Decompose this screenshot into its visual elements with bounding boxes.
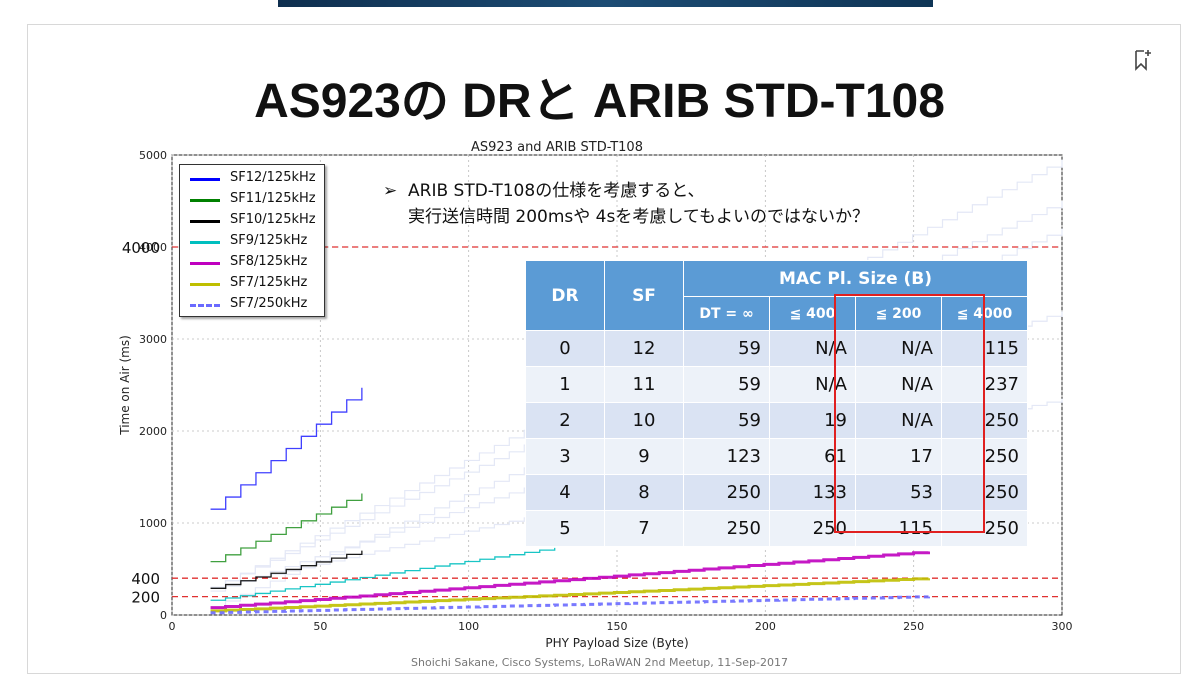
table-row: 2 10 59 19 N/A 250 xyxy=(525,402,1028,439)
arrow-bullet-icon: ➢ xyxy=(383,181,398,201)
table-cell: 4 xyxy=(525,474,605,511)
series-line-sf9-125khz xyxy=(210,547,556,601)
series-line-sf10-125khz xyxy=(210,550,363,589)
table-cell: 0 xyxy=(525,330,605,367)
legend-item: SF12/125kHz xyxy=(188,170,324,188)
table-cell: 11 xyxy=(604,366,684,403)
y-tick-label: 4000 xyxy=(139,241,167,254)
legend-label: SF7/125kHz xyxy=(230,275,308,290)
y-tick-label: 3000 xyxy=(139,333,167,346)
header-dr: DR xyxy=(525,260,605,331)
x-tick-label: 0 xyxy=(169,620,176,633)
x-tick-label: 200 xyxy=(755,620,776,633)
reference-line-label: 400 xyxy=(131,570,160,588)
series-line-sf7-125khz xyxy=(210,577,930,613)
legend-item: SF9/125kHz xyxy=(188,233,324,251)
table-cell: 9 xyxy=(604,438,684,475)
legend-item: SF11/125kHz xyxy=(188,191,324,209)
reference-line-label: 4000 xyxy=(122,239,160,257)
y-tick-label: 0 xyxy=(160,609,167,622)
table-cell: 59 xyxy=(683,330,770,367)
series-line-sf8-125khz xyxy=(210,551,930,610)
x-tick-label: 50 xyxy=(313,620,327,633)
table-cell: 59 xyxy=(683,402,770,439)
reference-line-label: 200 xyxy=(131,589,160,607)
x-axis-label: PHY Payload Size (Byte) xyxy=(545,636,688,650)
legend-label: SF9/125kHz xyxy=(230,233,308,248)
table-cell: 250 xyxy=(769,510,856,547)
slide-title: AS923の DRと ARIB STD-T108 xyxy=(254,75,945,128)
chart-title: AS923 and ARIB STD-T108 xyxy=(471,140,643,155)
table-cell: 250 xyxy=(683,510,770,547)
chart-legend: SF12/125kHz SF11/125kHz SF10/125kHz SF9/125… xyxy=(179,164,325,317)
highlight-box xyxy=(834,294,985,533)
table-cell: 115 xyxy=(855,510,942,547)
table-cell: 10 xyxy=(604,402,684,439)
header-le-400: ≦ 400 xyxy=(769,296,856,331)
x-tick-label: 150 xyxy=(607,620,628,633)
table-row: 1 11 59 N/A N/A 237 xyxy=(525,366,1028,403)
table-cell: 7 xyxy=(604,510,684,547)
legend-label: SF11/125kHz xyxy=(230,191,316,206)
y-tick-label: 5000 xyxy=(139,149,167,162)
y-tick-label: 2000 xyxy=(139,425,167,438)
header-mac-size: MAC Pl. Size (B) xyxy=(683,260,1028,297)
table-cell: 19 xyxy=(769,402,856,439)
table-cell: 123 xyxy=(683,438,770,475)
table-cell: 53 xyxy=(855,474,942,511)
legend-item: SF8/125kHz xyxy=(188,254,324,272)
table-row: 3 9 123 61 17 250 xyxy=(525,438,1028,475)
table-cell: 1 xyxy=(525,366,605,403)
y-tick-label: 1000 xyxy=(139,517,167,530)
legend-swatch xyxy=(190,241,220,244)
table-cell: 250 xyxy=(941,438,1028,475)
legend-label: SF12/125kHz xyxy=(230,170,316,185)
legend-item: SF10/125kHz xyxy=(188,212,324,230)
legend-swatch xyxy=(190,283,220,286)
header-sf: SF xyxy=(604,260,684,331)
header-le-200: ≦ 200 xyxy=(855,296,942,331)
series-line-sf11-125khz xyxy=(210,493,363,563)
table-cell: 59 xyxy=(683,366,770,403)
y-axis-label: Time on Air (ms) xyxy=(118,335,132,436)
x-tick-label: 100 xyxy=(458,620,479,633)
legend-item: SF7/125kHz xyxy=(188,275,324,293)
table-row: 0 12 59 N/A N/A 115 xyxy=(525,330,1028,367)
legend-label: SF7/250kHz xyxy=(230,296,308,311)
legend-swatch xyxy=(190,199,220,202)
table-cell: 61 xyxy=(769,438,856,475)
table-cell: 5 xyxy=(525,510,605,547)
table-cell: 8 xyxy=(604,474,684,511)
table-cell: 250 xyxy=(683,474,770,511)
table-cell: 133 xyxy=(769,474,856,511)
series-line-sf12-125khz xyxy=(210,387,363,510)
x-tick-label: 250 xyxy=(903,620,924,633)
table-cell: N/A xyxy=(769,330,856,367)
table-cell: N/A xyxy=(855,330,942,367)
top-banner xyxy=(278,0,933,7)
footer-credit: Shoichi Sakane, Cisco Systems, LoRaWAN 2… xyxy=(411,656,788,669)
legend-swatch xyxy=(190,262,220,265)
legend-swatch xyxy=(190,178,220,181)
table-cell: 3 xyxy=(525,438,605,475)
legend-item: SF7/250kHz xyxy=(188,296,324,314)
header-dt-infinite: DT = ∞ xyxy=(683,296,770,331)
table-cell: 12 xyxy=(604,330,684,367)
legend-swatch xyxy=(190,304,220,307)
legend-label: SF10/125kHz xyxy=(230,212,316,227)
legend-label: SF8/125kHz xyxy=(230,254,308,269)
table-cell: 17 xyxy=(855,438,942,475)
table-cell: 2 xyxy=(525,402,605,439)
table-cell: N/A xyxy=(855,402,942,439)
note-line-2: 実行送信時間 200msや 4sを考慮してもよいのではないか？ xyxy=(408,207,869,227)
legend-swatch xyxy=(190,220,220,223)
bookmark-add-icon[interactable] xyxy=(1132,48,1152,72)
note-line-1: ARIB STD-T108の仕様を考慮すると、 xyxy=(408,181,705,201)
dr-table: DR SF MAC Pl. Size (B) DT = ∞ ≦ 400 ≦ 20… xyxy=(525,260,1028,547)
x-tick-label: 300 xyxy=(1052,620,1073,633)
